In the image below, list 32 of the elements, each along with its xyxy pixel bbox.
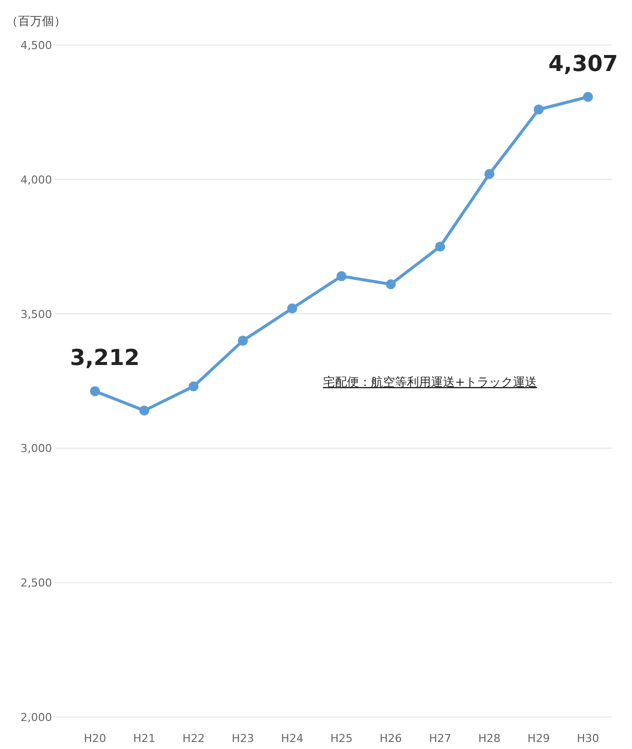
x-tick-label: H25: [330, 732, 353, 745]
data-label: 3,212: [70, 346, 140, 372]
y-tick-label: 2,500: [20, 576, 52, 590]
annotation: 宅配便：航空等利用運送+トラック運送: [322, 375, 538, 389]
x-tick-label: H20: [84, 732, 106, 745]
point: [287, 303, 298, 314]
y-tick-label: 4,500: [20, 39, 52, 52]
x-tick-label: H30: [576, 732, 600, 745]
point: [386, 279, 396, 290]
point: [534, 104, 544, 115]
y-tick-label: 3,500: [20, 308, 52, 321]
x-tick-label: H21: [133, 732, 156, 745]
point: [484, 169, 494, 180]
y-tick-label: 4,000: [20, 173, 52, 186]
point: [188, 381, 199, 392]
y-tick-label: 2,000: [20, 711, 52, 724]
point: [583, 92, 593, 102]
data-label: 4,307: [548, 52, 618, 77]
point: [336, 271, 346, 282]
x-tick-label: H29: [528, 732, 550, 745]
y-axis-title: （百万個）: [6, 14, 66, 28]
x-tick-label: H23: [232, 732, 254, 745]
point: [90, 386, 100, 396]
x-tick-label: H24: [281, 732, 304, 745]
x-tick-label: H22: [182, 732, 205, 745]
y-tick-label: 3,000: [20, 442, 52, 456]
point: [435, 242, 446, 252]
x-tick-label: H28: [478, 732, 501, 745]
x-tick-label: H26: [380, 732, 402, 745]
point: [139, 406, 150, 416]
point: [238, 336, 248, 346]
x-tick-label: H27: [428, 732, 452, 745]
